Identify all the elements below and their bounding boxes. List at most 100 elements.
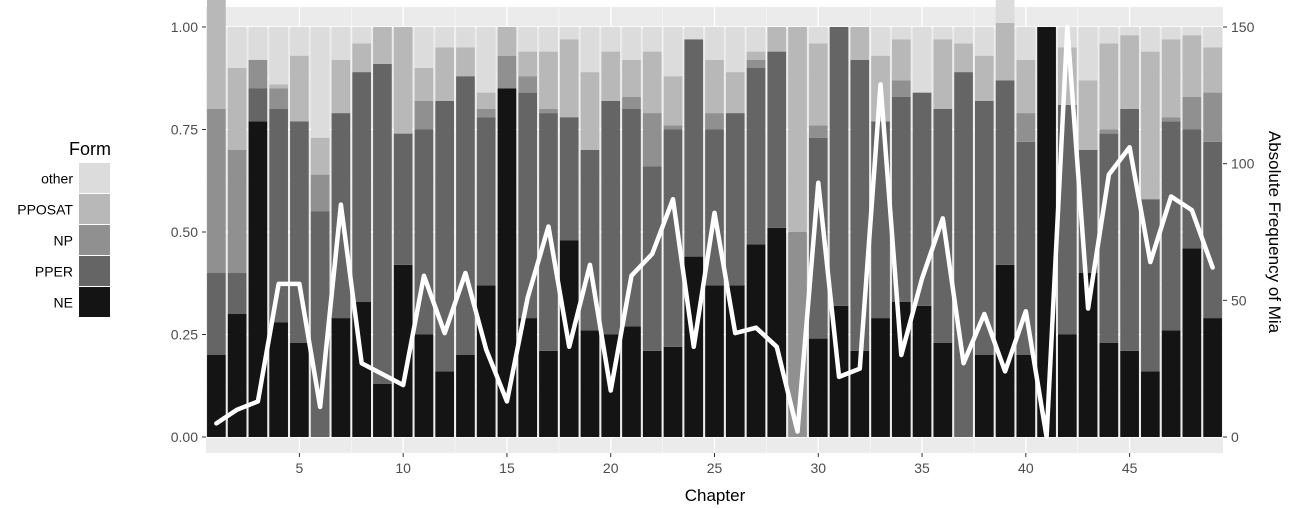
- legend-label-other: other: [41, 171, 73, 187]
- bar-segment-ne-ch14: [476, 285, 496, 437]
- bar-segment-pper-ch18: [559, 117, 579, 241]
- bar-segment-np-ch11: [414, 100, 434, 130]
- bar-segment-ne-ch4: [269, 322, 288, 437]
- bar-segment-np-ch44: [1099, 129, 1119, 134]
- y2-tick-label: 0: [1231, 429, 1239, 445]
- bar-segment-pper-ch26: [725, 113, 745, 286]
- bar-segment-other-ch21: [622, 27, 641, 60]
- x-axis: 5 10 15 20 25 30 35 40 45: [295, 453, 1138, 476]
- legend-key-ne: [79, 287, 110, 317]
- bar-segment-pper-ch28: [767, 51, 787, 228]
- bar-segment-pposat-ch37: [954, 43, 973, 73]
- bar-segment-pposat-ch47: [1161, 39, 1181, 118]
- bar-segment-pposat-ch15: [497, 27, 517, 56]
- bar-segment-other-ch7: [331, 27, 351, 60]
- bar-segment-other-ch17: [539, 27, 558, 52]
- bar-segment-ne-ch45: [1120, 350, 1139, 437]
- bar-segment-other-ch14: [476, 27, 496, 93]
- legend-title: Form: [69, 139, 111, 159]
- bar-segment-np-ch2: [227, 150, 247, 273]
- bar-segment-pposat-ch7: [331, 59, 351, 114]
- bar-segment-pposat-ch26: [725, 72, 745, 114]
- bar-segment-pper-ch27: [746, 68, 766, 245]
- bar-segment-ne-ch33: [871, 318, 890, 437]
- bar-segment-other-ch13: [456, 27, 475, 48]
- bar-segment-np-ch17: [539, 109, 558, 114]
- x-tick-label: 40: [1018, 460, 1034, 476]
- bar-segment-other-ch23: [663, 27, 683, 77]
- bar-segment-other-ch35: [912, 27, 932, 93]
- x-tick-label: 20: [603, 460, 619, 476]
- bar-segment-pposat-ch48: [1182, 35, 1202, 97]
- bar-segment-ne-ch12: [435, 371, 455, 437]
- bar-segment-other-ch37: [954, 27, 973, 44]
- bar-segment-np-ch1: [207, 109, 226, 273]
- bar-segment-pper-ch4: [269, 109, 288, 323]
- bar-segment-ne-ch27: [746, 244, 766, 437]
- bar-segment-ne-ch44: [1099, 342, 1119, 437]
- bar-segment-other-ch46: [1141, 27, 1160, 52]
- y2-tick-label: 100: [1231, 156, 1255, 172]
- bar-segment-pposat-ch1: [207, 0, 226, 109]
- bar-segment-pposat-ch12: [435, 47, 455, 101]
- bar-segment-pposat-ch9: [373, 27, 392, 64]
- bar-segment-pposat-ch21: [622, 59, 641, 97]
- bar-segment-pper-ch9: [373, 63, 392, 384]
- bar-segment-pposat-ch11: [414, 68, 434, 101]
- bar-segment-pposat-ch25: [705, 59, 724, 114]
- bar-segment-other-ch12: [435, 27, 455, 48]
- bar-segment-other-ch27: [746, 27, 766, 52]
- y-tick-label: 0.50: [171, 224, 198, 240]
- bar-segment-np-ch48: [1182, 96, 1202, 130]
- bar-segment-pposat-ch29: [788, 27, 807, 232]
- bar-segment-ne-ch43: [1078, 273, 1098, 437]
- bar-segment-pper-ch22: [642, 166, 662, 351]
- bar-segment-np-ch25: [705, 113, 724, 130]
- bar-segment-pposat-ch23: [663, 76, 683, 126]
- bar-segment-pposat-ch14: [476, 92, 496, 109]
- bar-segment-other-ch36: [933, 27, 953, 40]
- bar-segment-ne-ch21: [622, 326, 641, 437]
- bar-segment-pposat-ch22: [642, 51, 662, 114]
- bar-segment-pposat-ch13: [456, 47, 475, 77]
- bar-segment-pper-ch13: [456, 76, 475, 355]
- bar-segment-pposat-ch2: [227, 68, 247, 150]
- bar-segment-other-ch4: [269, 27, 288, 85]
- bar-segment-ne-ch26: [725, 285, 745, 437]
- bar-segment-pposat-ch49: [1203, 47, 1222, 93]
- x-axis-title: Chapter: [685, 486, 746, 505]
- bar-segment-other-ch11: [414, 27, 434, 68]
- bar-segment-pposat-ch10: [393, 27, 413, 134]
- bar-segment-ne-ch34: [891, 301, 911, 437]
- y-tick-label: 0.25: [171, 327, 198, 343]
- bar-segment-np-ch34: [891, 80, 911, 97]
- legend: Form other PPOSAT NP PPER NE: [17, 139, 111, 317]
- bar-segment-ne-ch49: [1203, 318, 1222, 437]
- bar-segment-np-ch27: [746, 59, 766, 68]
- bar-segment-ne-ch46: [1141, 371, 1160, 437]
- bar-segment-other-ch5: [290, 27, 309, 56]
- legend-key-pposat: [79, 194, 110, 224]
- bar-segment-np-ch23: [663, 125, 683, 130]
- bar-segment-ne-ch15: [497, 88, 517, 437]
- bar-segment-ne-ch30: [808, 338, 828, 437]
- bar-segment-pposat-ch44: [1099, 43, 1119, 130]
- bar-segment-pposat-ch28: [767, 27, 787, 52]
- right-axis-title: Absolute Frequency of Mia: [1265, 131, 1284, 334]
- bar-segment-pper-ch1: [207, 273, 226, 355]
- bar-segment-np-ch16: [518, 76, 538, 93]
- bar-segment-pper-ch21: [622, 109, 641, 327]
- bar-segment-np-ch4: [269, 88, 288, 109]
- bar-segment-other-ch49: [1203, 27, 1222, 48]
- bar-segment-pposat-ch8: [352, 43, 372, 73]
- x-tick-label: 30: [810, 460, 826, 476]
- bar-segment-pper-ch40: [1016, 141, 1036, 355]
- bar-segment-pper-ch12: [435, 100, 455, 372]
- bar-segment-pposat-ch5: [290, 55, 309, 122]
- bar-segment-ne-ch10: [393, 264, 413, 437]
- bar-segment-pposat-ch19: [580, 72, 600, 150]
- legend-key-other: [79, 163, 110, 193]
- bar-segment-pposat-ch30: [808, 43, 828, 126]
- bar-segment-other-ch43: [1078, 27, 1098, 81]
